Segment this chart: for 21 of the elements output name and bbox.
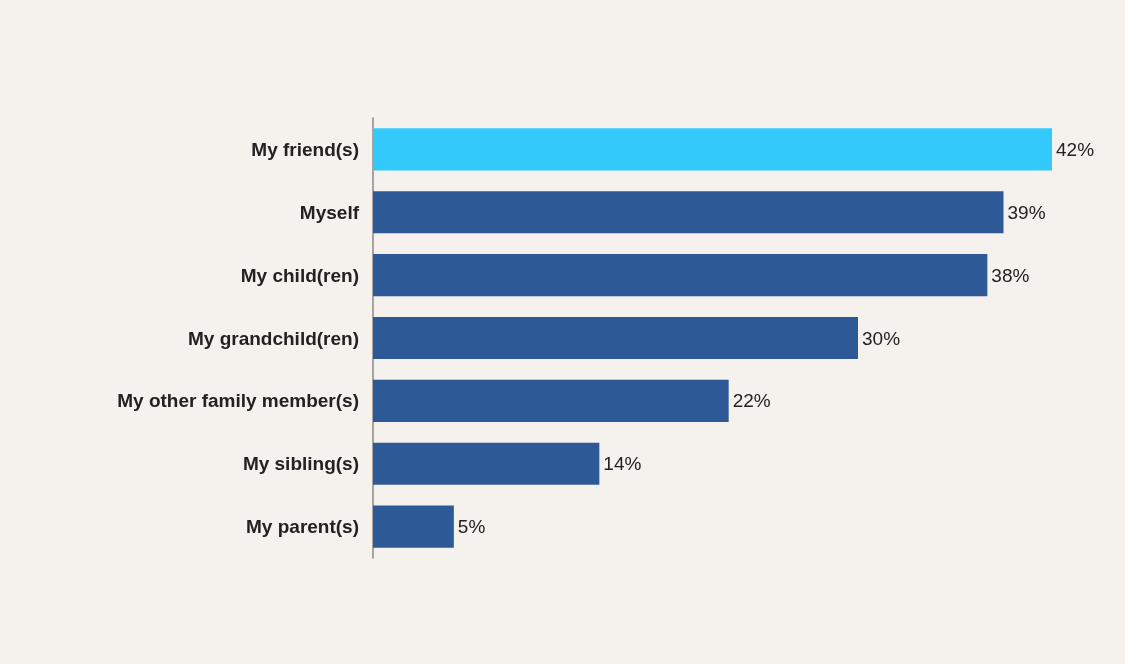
bar <box>373 191 1004 234</box>
y-tick-label: My sibling(s) <box>242 453 359 475</box>
y-tick-label: My friend(s) <box>251 138 359 160</box>
bar <box>373 379 729 422</box>
bar <box>373 505 454 548</box>
data-label: 42% <box>1056 138 1095 160</box>
y-tick-label: Myself <box>299 201 360 223</box>
bar <box>373 442 600 485</box>
y-tick-label: My other family member(s) <box>117 390 359 412</box>
bar <box>373 254 988 297</box>
y-tick-label: My grandchild(ren) <box>187 327 359 349</box>
data-label: 30% <box>862 327 901 349</box>
bar <box>373 128 1052 171</box>
data-label: 5% <box>457 516 486 538</box>
bar <box>373 316 858 360</box>
data-label: 38% <box>991 264 1030 286</box>
data-label: 22% <box>732 390 771 412</box>
data-label: 39% <box>1007 201 1046 223</box>
y-tick-label: My child(ren) <box>240 264 359 286</box>
data-label: 14% <box>603 453 642 475</box>
y-tick-label: My parent(s) <box>246 516 359 538</box>
